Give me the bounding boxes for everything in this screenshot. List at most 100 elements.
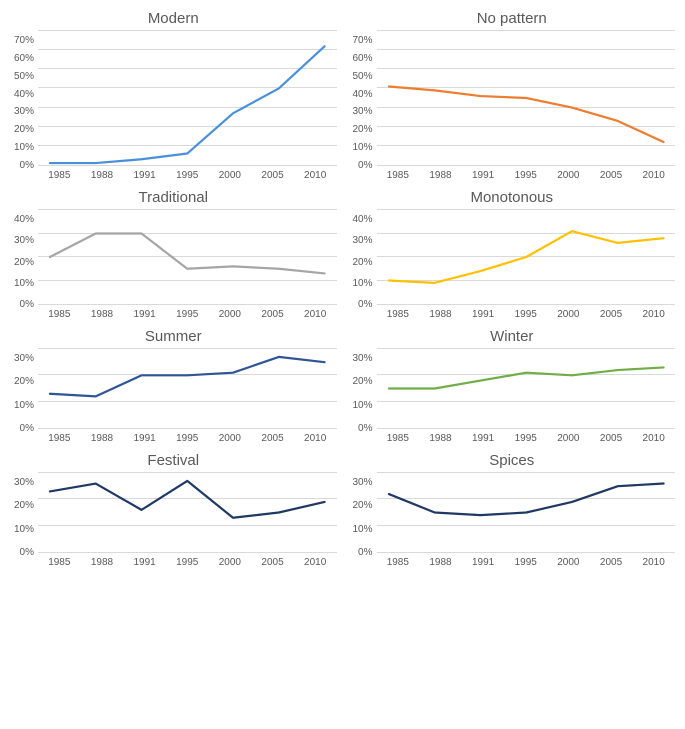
x-tick-label: 1991 [123, 309, 166, 320]
x-tick-label: 2010 [632, 557, 675, 568]
y-tick-label: 20% [10, 377, 34, 387]
chart-body: 0%10%20%30%40% [10, 210, 337, 305]
x-axis: 1985198819911995200020052010 [377, 170, 676, 181]
x-tick-label: 1988 [419, 170, 462, 181]
x-axis: 1985198819911995200020052010 [38, 557, 337, 568]
chart-panel: No pattern0%10%20%30%40%50%60%70%1985198… [349, 10, 676, 181]
x-tick-label: 1985 [38, 433, 81, 444]
x-tick-label: 1995 [504, 309, 547, 320]
x-tick-label: 2005 [251, 170, 294, 181]
chart-panel: Traditional0%10%20%30%40%198519881991199… [10, 189, 337, 320]
y-tick-label: 20% [349, 125, 373, 135]
chart-title: Monotonous [349, 189, 676, 206]
x-tick-label: 1995 [504, 170, 547, 181]
y-tick-label: 20% [10, 501, 34, 511]
y-tick-label: 30% [10, 354, 34, 364]
x-tick-label: 1985 [377, 433, 420, 444]
x-tick-label: 2005 [590, 433, 633, 444]
y-tick-label: 40% [10, 90, 34, 100]
x-tick-label: 1995 [166, 433, 209, 444]
chart-panel: Modern0%10%20%30%40%50%60%70%19851988199… [10, 10, 337, 181]
x-tick-label: 2010 [294, 433, 337, 444]
x-tick-label: 1995 [166, 557, 209, 568]
series-line [38, 349, 337, 428]
chart-body: 0%10%20%30% [349, 473, 676, 553]
x-tick-label: 2010 [632, 309, 675, 320]
x-tick-label: 2000 [547, 557, 590, 568]
x-tick-label: 1988 [419, 433, 462, 444]
chart-title: Winter [349, 328, 676, 345]
series-line [38, 473, 337, 552]
y-tick-label: 30% [10, 478, 34, 488]
x-tick-label: 2000 [209, 309, 252, 320]
y-tick-label: 30% [349, 354, 373, 364]
y-tick-label: 20% [349, 377, 373, 387]
x-axis: 1985198819911995200020052010 [38, 309, 337, 320]
y-tick-label: 10% [10, 143, 34, 153]
y-tick-label: 60% [10, 54, 34, 64]
x-tick-label: 1991 [462, 557, 505, 568]
x-axis: 1985198819911995200020052010 [377, 433, 676, 444]
x-tick-label: 1991 [462, 170, 505, 181]
y-tick-label: 10% [10, 279, 34, 289]
y-tick-label: 0% [10, 161, 34, 171]
y-tick-label: 30% [349, 107, 373, 117]
x-tick-label: 2000 [209, 170, 252, 181]
chart-title: Modern [10, 10, 337, 27]
x-tick-label: 1991 [462, 309, 505, 320]
series-line [377, 31, 676, 165]
x-tick-label: 2000 [209, 557, 252, 568]
y-tick-label: 10% [349, 279, 373, 289]
y-tick-label: 0% [349, 161, 373, 171]
y-tick-label: 10% [349, 525, 373, 535]
series-line [38, 210, 337, 304]
y-tick-label: 0% [349, 424, 373, 434]
x-tick-label: 2010 [632, 433, 675, 444]
plot-area [38, 31, 337, 166]
x-tick-label: 1995 [166, 309, 209, 320]
chart-body: 0%10%20%30%40%50%60%70% [349, 31, 676, 166]
chart-body: 0%10%20%30% [10, 349, 337, 429]
series-line [377, 349, 676, 428]
x-tick-label: 2005 [251, 433, 294, 444]
y-tick-label: 50% [10, 72, 34, 82]
y-axis: 0%10%20%30%40% [10, 210, 38, 305]
y-axis: 0%10%20%30% [349, 349, 377, 429]
x-tick-label: 1991 [123, 170, 166, 181]
x-tick-label: 1988 [81, 433, 124, 444]
chart-body: 0%10%20%30% [349, 349, 676, 429]
y-tick-label: 10% [10, 401, 34, 411]
x-tick-label: 1991 [462, 433, 505, 444]
y-axis: 0%10%20%30% [10, 349, 38, 429]
chart-panel: Spices 0%10%20%30% 19851988199119952000200… [349, 452, 676, 568]
y-tick-label: 60% [349, 54, 373, 64]
y-tick-label: 20% [10, 258, 34, 268]
y-tick-label: 0% [10, 548, 34, 558]
x-tick-label: 1995 [166, 170, 209, 181]
y-tick-label: 20% [349, 258, 373, 268]
y-tick-label: 10% [349, 401, 373, 411]
x-tick-label: 1985 [377, 170, 420, 181]
y-tick-label: 40% [349, 215, 373, 225]
x-tick-label: 1991 [123, 557, 166, 568]
x-tick-label: 1985 [38, 557, 81, 568]
y-axis: 0%10%20%30%40%50%60%70% [10, 31, 38, 166]
y-tick-label: 0% [349, 548, 373, 558]
x-tick-label: 1995 [504, 433, 547, 444]
chart-panel: Summer0%10%20%30%19851988199119952000200… [10, 328, 337, 444]
plot-area [377, 473, 676, 553]
x-tick-label: 2005 [590, 309, 633, 320]
x-axis: 1985198819911995200020052010 [377, 557, 676, 568]
plot-area [377, 210, 676, 305]
x-tick-label: 2000 [547, 433, 590, 444]
x-tick-label: 2005 [590, 170, 633, 181]
chart-panel: Monotonous0%10%20%30%40%1985198819911995… [349, 189, 676, 320]
x-tick-label: 2005 [590, 557, 633, 568]
y-tick-label: 20% [10, 125, 34, 135]
x-axis: 1985198819911995200020052010 [38, 170, 337, 181]
chart-title: Spices [349, 452, 676, 469]
chart-panel: Festival0%10%20%30%198519881991199520002… [10, 452, 337, 568]
chart-title: Summer [10, 328, 337, 345]
x-tick-label: 2000 [547, 309, 590, 320]
y-tick-label: 40% [349, 90, 373, 100]
